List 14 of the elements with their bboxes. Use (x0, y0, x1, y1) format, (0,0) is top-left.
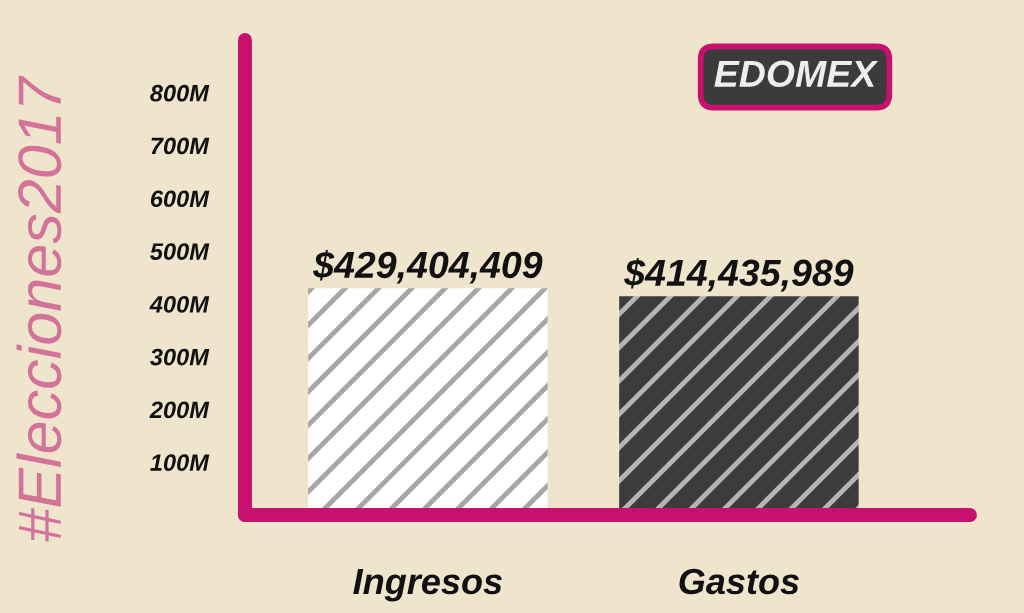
y-tick-label: 300M (150, 348, 210, 366)
y-tick-label: 200M (149, 401, 210, 419)
y-tick-label: 600M (150, 190, 210, 208)
x-tick-label: Gastos (679, 568, 799, 595)
y-tick-label: 800M (150, 84, 210, 102)
y-tick-label: 100M (150, 454, 210, 472)
y-tick-label: 500M (150, 243, 210, 260)
data-label: $429,404,409 (313, 249, 543, 284)
text: #Elecciones2017 (16, 75, 62, 542)
y-tick-label: 400M (149, 295, 210, 313)
x-tick-label: Ingresos (353, 569, 502, 602)
data-label: $414,435,989 (624, 257, 854, 292)
chart-title: EDOMEX (714, 60, 879, 88)
y-tick-label: 700M (151, 137, 210, 155)
